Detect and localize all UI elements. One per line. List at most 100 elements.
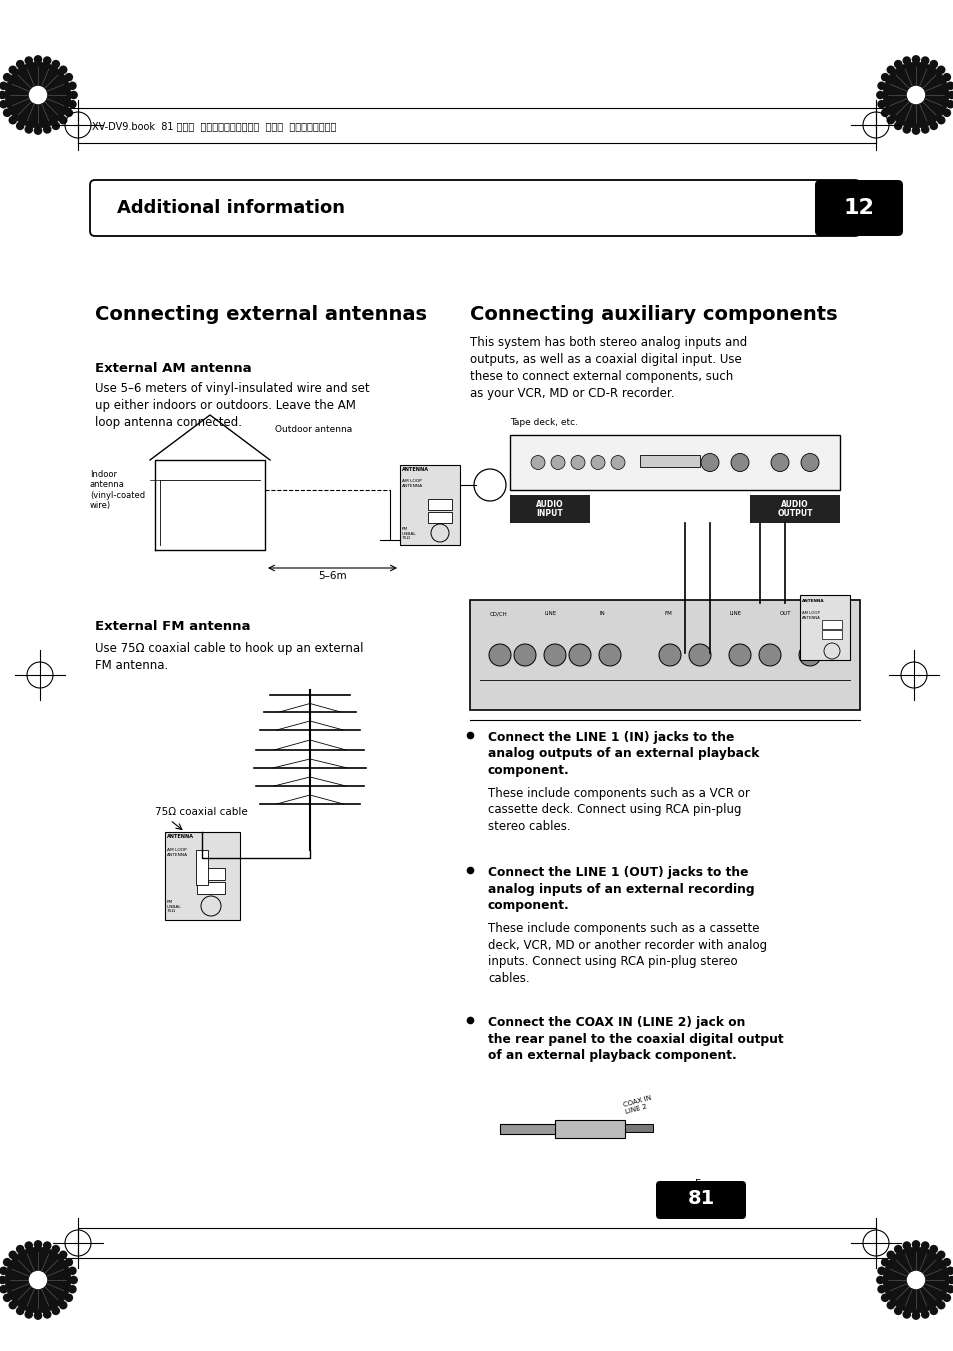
Circle shape — [877, 1285, 885, 1293]
Circle shape — [885, 116, 894, 124]
Bar — [749, 494, 840, 523]
Bar — [821, 630, 841, 639]
Circle shape — [3, 1258, 11, 1266]
Circle shape — [902, 1310, 910, 1319]
Circle shape — [882, 62, 948, 128]
Circle shape — [0, 81, 8, 91]
Text: Use 75Ω coaxial cable to hook up an external
FM antenna.: Use 75Ω coaxial cable to hook up an exte… — [95, 642, 363, 671]
Circle shape — [885, 1251, 894, 1259]
Bar — [428, 512, 452, 523]
Circle shape — [945, 100, 953, 108]
Circle shape — [893, 1306, 902, 1315]
Circle shape — [25, 126, 33, 134]
Bar — [196, 850, 209, 885]
Text: FM
UNBAL
75Ω: FM UNBAL 75Ω — [401, 527, 416, 540]
Circle shape — [920, 57, 928, 65]
Bar — [639, 455, 700, 467]
Circle shape — [9, 1251, 17, 1259]
Circle shape — [902, 57, 910, 65]
Circle shape — [68, 81, 76, 91]
Circle shape — [936, 116, 944, 124]
Circle shape — [51, 59, 60, 69]
Circle shape — [51, 1244, 60, 1254]
Text: AUDIO
INPUT: AUDIO INPUT — [536, 500, 563, 519]
Circle shape — [3, 108, 11, 118]
Circle shape — [877, 100, 885, 108]
Circle shape — [928, 122, 937, 130]
Circle shape — [875, 91, 883, 99]
Text: AM LOOP
ANTENNA: AM LOOP ANTENNA — [801, 611, 820, 620]
Text: 12: 12 — [842, 199, 874, 218]
Circle shape — [33, 1312, 42, 1320]
Circle shape — [946, 1275, 953, 1285]
Text: AUDIO
OUTPUT: AUDIO OUTPUT — [777, 500, 812, 519]
Bar — [800, 594, 849, 661]
Circle shape — [730, 454, 748, 471]
Circle shape — [799, 644, 821, 666]
Text: COAX IN
LINE 2: COAX IN LINE 2 — [622, 1094, 654, 1115]
Text: Indoor
antenna
(vinyl-coated
wire): Indoor antenna (vinyl-coated wire) — [90, 470, 145, 511]
Circle shape — [911, 55, 920, 63]
Circle shape — [880, 73, 888, 81]
Text: Use 5–6 meters of vinyl-insulated wire and set
up either indoors or outdoors. Le: Use 5–6 meters of vinyl-insulated wire a… — [95, 382, 369, 430]
Text: External AM antenna: External AM antenna — [95, 362, 252, 376]
Circle shape — [590, 455, 604, 470]
Text: LINE: LINE — [729, 611, 741, 616]
Text: 81: 81 — [687, 1189, 714, 1209]
Circle shape — [51, 1306, 60, 1315]
Circle shape — [571, 455, 584, 470]
Circle shape — [51, 122, 60, 130]
Circle shape — [9, 116, 17, 124]
Text: CD/CH: CD/CH — [490, 611, 507, 616]
Circle shape — [25, 57, 33, 65]
Bar — [196, 867, 225, 880]
Circle shape — [9, 65, 17, 74]
Circle shape — [877, 1266, 885, 1275]
Bar — [196, 882, 225, 894]
Circle shape — [9, 1301, 17, 1309]
Text: Connecting auxiliary components: Connecting auxiliary components — [470, 305, 837, 324]
Circle shape — [942, 108, 950, 118]
Circle shape — [0, 100, 8, 108]
Circle shape — [25, 1242, 33, 1250]
Circle shape — [29, 85, 48, 104]
Circle shape — [902, 126, 910, 134]
Circle shape — [902, 1242, 910, 1250]
Circle shape — [43, 1242, 51, 1250]
Circle shape — [877, 81, 885, 91]
Circle shape — [43, 1310, 51, 1319]
Text: En: En — [694, 1179, 706, 1189]
Bar — [470, 600, 859, 711]
Circle shape — [16, 1244, 25, 1254]
Text: Tape deck, etc.: Tape deck, etc. — [510, 417, 578, 427]
Circle shape — [33, 1240, 42, 1248]
Text: IN: IN — [599, 611, 605, 616]
Text: AM LOOP
ANTENNA: AM LOOP ANTENNA — [401, 480, 423, 488]
Text: ANTENNA: ANTENNA — [401, 467, 429, 471]
Circle shape — [33, 127, 42, 135]
Circle shape — [885, 65, 894, 74]
Bar — [165, 832, 240, 920]
Circle shape — [0, 91, 7, 99]
Text: LINE: LINE — [544, 611, 557, 616]
Circle shape — [911, 1312, 920, 1320]
Circle shape — [551, 455, 564, 470]
Bar — [428, 499, 452, 509]
Circle shape — [0, 1285, 8, 1293]
Circle shape — [942, 1293, 950, 1302]
Circle shape — [65, 108, 73, 118]
Circle shape — [893, 122, 902, 130]
Circle shape — [5, 1247, 71, 1313]
Circle shape — [70, 1275, 78, 1285]
Circle shape — [801, 454, 818, 471]
Circle shape — [942, 73, 950, 81]
Text: This system has both stereo analog inputs and
outputs, as well as a coaxial digi: This system has both stereo analog input… — [470, 336, 746, 400]
Text: XV-DV9.book  81 ページ  ２００４年２月２０日  金曜日  午前１１晎４２分: XV-DV9.book 81 ページ ２００４年２月２０日 金曜日 午前１１晎４… — [91, 122, 336, 131]
Circle shape — [0, 1275, 7, 1285]
Circle shape — [942, 1258, 950, 1266]
Circle shape — [59, 116, 68, 124]
FancyBboxPatch shape — [814, 180, 902, 236]
Bar — [499, 1124, 555, 1133]
Circle shape — [0, 1266, 8, 1275]
Circle shape — [43, 57, 51, 65]
